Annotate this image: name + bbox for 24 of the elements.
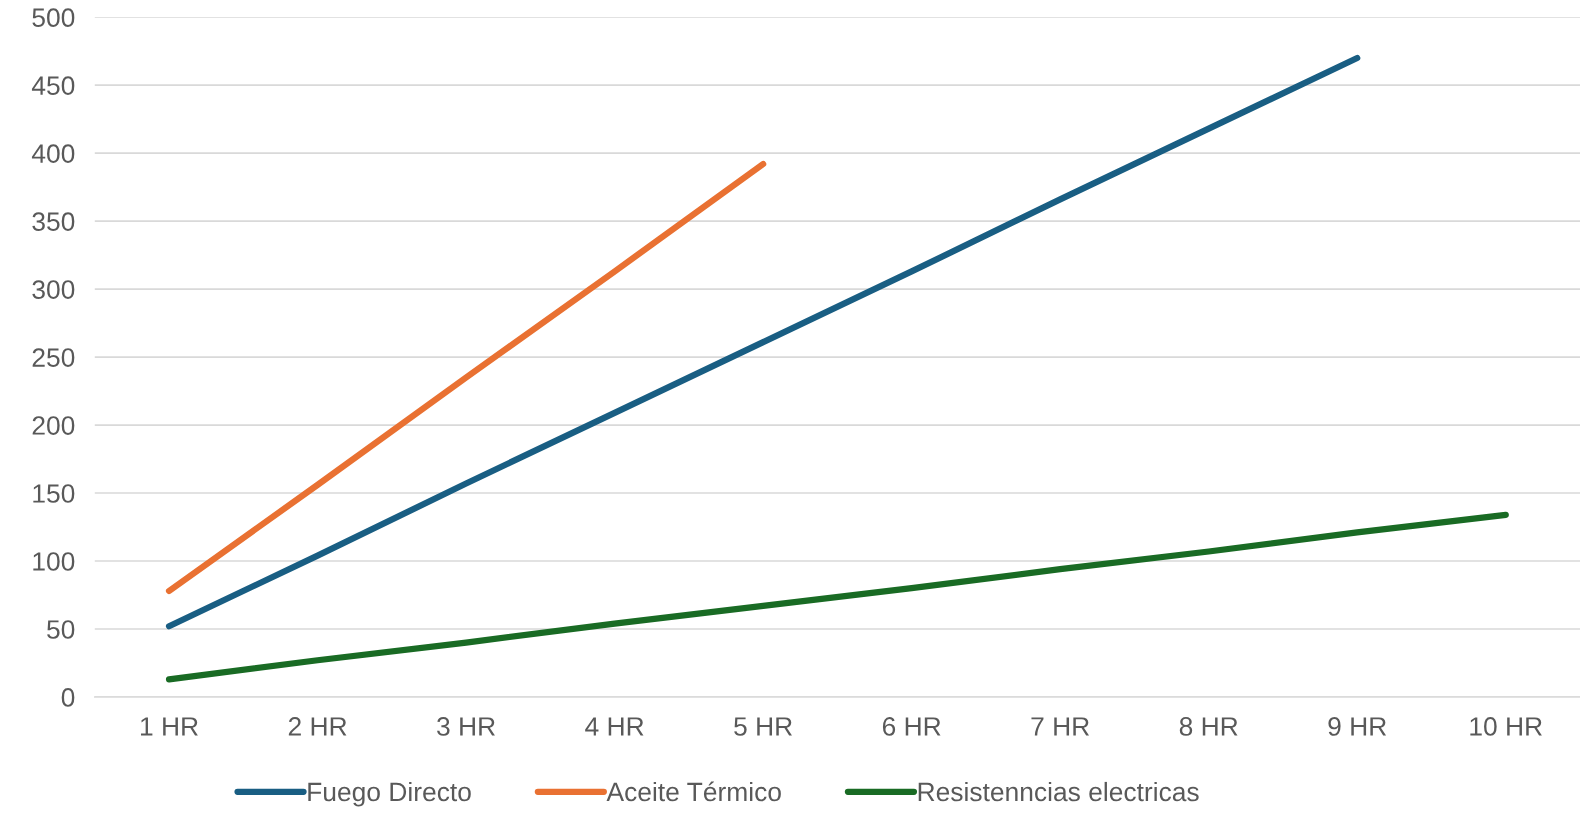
- x-tick-label: 3 HR: [437, 717, 495, 736]
- x-tick-label: 4 HR: [585, 717, 644, 736]
- y-tick-label: 150: [33, 484, 75, 503]
- y-tick-label: 350: [32, 212, 75, 231]
- x-tick-label: 1 HR: [141, 717, 198, 736]
- legend-label: Fuego Directo: [308, 781, 471, 807]
- y-tick-label: 100: [33, 552, 75, 571]
- x-tick-label: 6 HR: [882, 717, 941, 736]
- y-tick-label: 300: [32, 280, 75, 299]
- y-tick-label: 50: [47, 620, 75, 639]
- x-tick-label: 9 HR: [1328, 717, 1387, 736]
- y-tick-label: 500: [32, 8, 75, 28]
- x-tick-label: 8 HR: [1179, 717, 1238, 736]
- y-tick-label: 250: [32, 348, 75, 367]
- x-tick-label: 2 HR: [288, 717, 347, 736]
- y-tick-label: 200: [32, 416, 75, 435]
- legend-label: Aceite Térmico: [606, 781, 781, 802]
- y-tick-label: 0: [61, 688, 75, 707]
- y-tick-label: 400: [31, 144, 75, 163]
- legend-label: Resistenncias electricas: [918, 781, 1199, 802]
- x-tick-label: 5 HR: [734, 717, 792, 736]
- x-tick-label: 10 HR: [1470, 717, 1542, 736]
- x-tick-label: 7 HR: [1031, 717, 1090, 736]
- y-tick-label: 450: [31, 76, 75, 95]
